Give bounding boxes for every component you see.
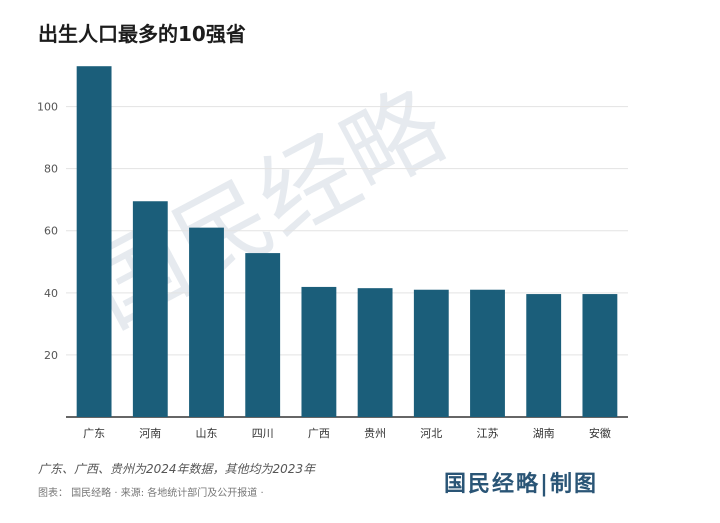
x-tick-label: 广西 [308,427,330,440]
y-tick-label: 20 [44,349,58,362]
x-tick-label: 山东 [196,427,218,440]
bar [413,289,449,417]
x-tick-label: 广东 [83,427,105,440]
x-tick-label: 河北 [420,427,442,440]
bar [357,288,393,417]
data-note: 广东、广西、贵州为2024年数据，其他均为2023年 [38,462,316,476]
y-tick-label: 40 [44,287,58,300]
x-tick-label: 四川 [252,427,274,440]
source-line: 图表： 国民经略 · 来源: 各地统计部门及公开报道 · [38,488,264,499]
x-tick-label: 贵州 [364,427,386,440]
bar [526,294,562,417]
chart-title: 出生人口最多的10强省 [38,22,246,46]
x-tick-label: 湖南 [533,427,555,440]
bar [582,294,618,417]
x-tick-label: 江苏 [477,427,499,440]
bar [76,66,112,418]
bars [76,66,618,418]
x-tick-label: 安徽 [589,426,611,440]
bar [245,253,281,417]
bar [301,286,337,417]
bar [470,289,505,417]
bar [189,227,224,417]
bar [132,201,168,417]
brand-logo: 国民经略|制图 [444,471,599,497]
y-tick-label: 60 [44,225,58,238]
y-tick-label: 100 [37,101,58,114]
y-tick-label: 80 [44,163,58,176]
axis-labels: 20 40 60 80 100 广东 河南 山东 四川 广西 贵州 河北 江苏 湖南 安徽 [37,101,611,440]
x-tick-label: 河南 [139,427,161,440]
